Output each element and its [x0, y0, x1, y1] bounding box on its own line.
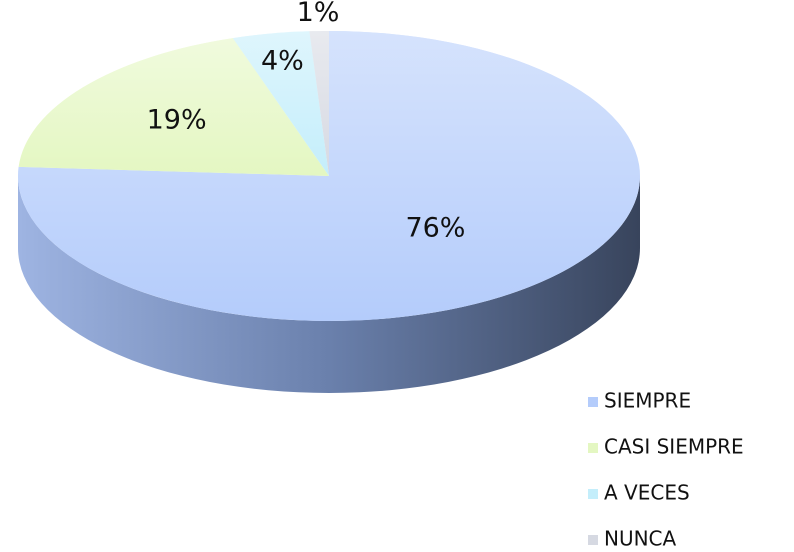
data-label: 19% [147, 104, 207, 135]
legend-label: CASI SIEMPRE [604, 435, 744, 459]
pie-side [18, 176, 640, 393]
pie-slice-shine [18, 38, 330, 176]
data-label: 1% [297, 0, 340, 28]
data-label: 76% [405, 212, 465, 243]
legend-swatch [588, 397, 598, 407]
legend-label: A VECES [604, 481, 690, 505]
legend-swatch [588, 489, 598, 499]
legend-swatch [588, 443, 598, 453]
legend-swatch [588, 535, 598, 545]
data-label: 4% [261, 46, 304, 77]
pie-slice-shine [232, 31, 329, 176]
pie-slice-shine [309, 31, 329, 176]
pie-slice-shine [17, 31, 640, 321]
legend-label: NUNCA [604, 527, 677, 551]
legend-label: SIEMPRE [604, 389, 691, 413]
